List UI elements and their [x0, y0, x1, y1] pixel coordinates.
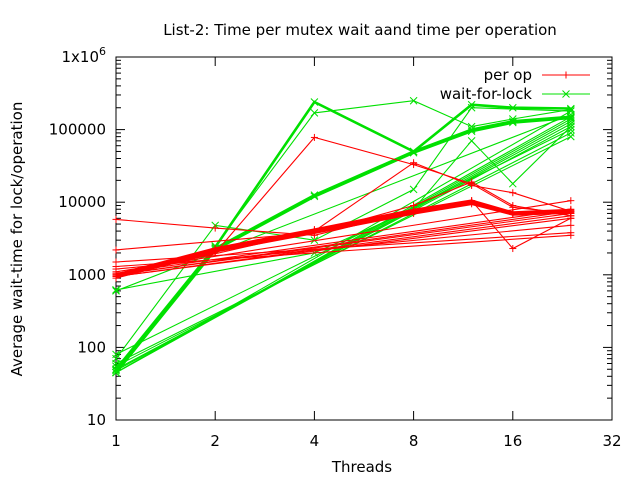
y-tick-label: 1000	[68, 266, 106, 284]
series-per-op	[112, 133, 575, 282]
data-point	[566, 125, 575, 134]
x-tick-label: 4	[310, 432, 320, 450]
data-point	[467, 136, 476, 145]
data-point	[112, 365, 120, 374]
plot-frame	[115, 56, 613, 421]
legend-label: per op	[484, 66, 532, 84]
data-point	[566, 122, 575, 131]
x-tick-label: 8	[409, 432, 419, 450]
legend-label: wait-for-lock	[440, 85, 533, 103]
x-axis-label: Threads	[331, 458, 392, 476]
data-point	[508, 118, 517, 127]
y-tick-label: 1x106	[61, 45, 106, 66]
data-point	[112, 287, 120, 295]
x-tick-label: 2	[210, 432, 220, 450]
data-point	[467, 122, 476, 131]
series-line	[115, 232, 571, 263]
data-point	[310, 109, 319, 117]
axes: 10 100 1000 10000 100000 1x106 1 2 4 8 16 32	[49, 45, 622, 450]
y-tick-label: 100	[77, 338, 106, 356]
x-tick-label: 16	[503, 432, 522, 450]
data-point	[467, 103, 476, 112]
series-line	[115, 215, 571, 277]
data-point	[409, 185, 418, 194]
data-point	[566, 129, 575, 137]
data-point	[112, 350, 120, 359]
y-axis-label: Average wait-time for lock/operation	[8, 102, 26, 377]
data-point	[409, 147, 418, 156]
data-point	[566, 107, 575, 115]
x-tick-label: 1	[111, 432, 121, 450]
data-point	[508, 103, 517, 112]
series-line	[115, 208, 571, 274]
series-line	[115, 181, 571, 251]
series-line	[115, 234, 571, 268]
y-tick-label: 100000	[49, 121, 106, 139]
data-point	[562, 90, 570, 98]
data-point	[566, 132, 575, 141]
series-line	[115, 136, 572, 364]
series-line	[115, 210, 571, 276]
data-point	[566, 119, 575, 128]
series-lines	[112, 96, 575, 377]
chart-title: List-2: Time per mutex wait aand time pe…	[163, 21, 557, 39]
series-line	[115, 129, 572, 355]
data-point	[112, 286, 120, 294]
data-point	[409, 96, 418, 105]
data-point	[310, 192, 319, 201]
series-line	[115, 200, 571, 273]
series-line	[115, 126, 572, 291]
data-point	[566, 110, 575, 119]
y-tick-label: 10	[87, 411, 106, 429]
data-point	[566, 105, 575, 114]
data-point	[508, 179, 517, 188]
series-line	[115, 114, 571, 292]
data-point	[112, 359, 120, 368]
data-point	[467, 100, 476, 109]
data-point	[112, 362, 120, 371]
x-tick-label: 32	[602, 432, 621, 450]
data-point	[112, 368, 120, 377]
data-point	[310, 98, 319, 106]
y-tick-label: 10000	[58, 193, 106, 211]
series-line	[115, 107, 571, 359]
data-point	[508, 115, 517, 123]
data-point	[310, 236, 319, 245]
